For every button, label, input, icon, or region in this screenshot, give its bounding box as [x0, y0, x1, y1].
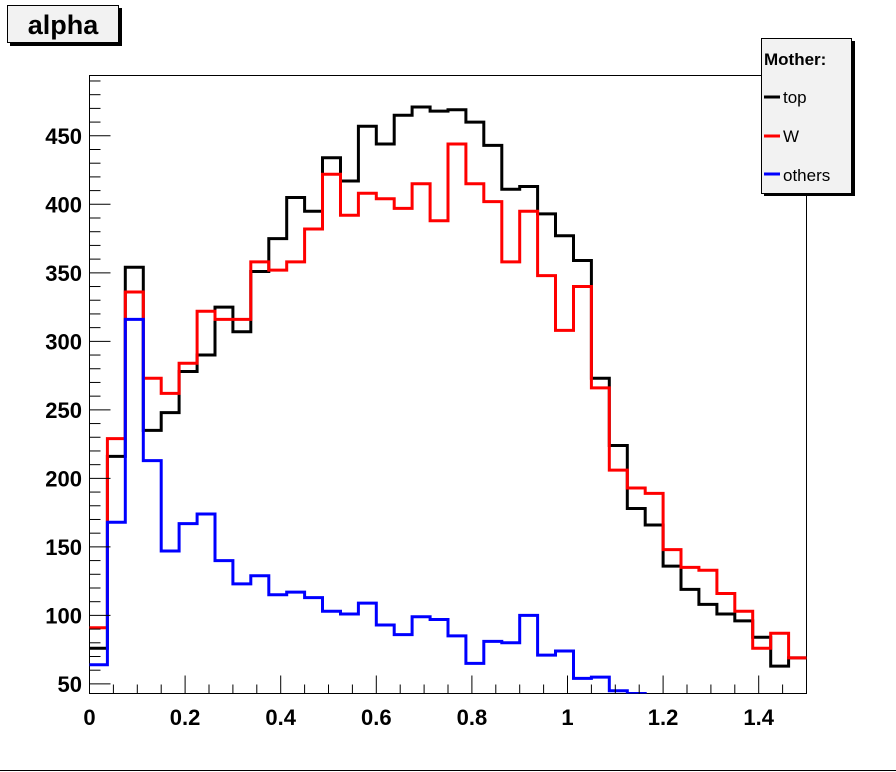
y-tick-label: 300 — [45, 329, 82, 354]
y-tick-label: 400 — [45, 192, 82, 217]
title-background — [7, 5, 119, 43]
y-tick-label: 250 — [45, 398, 82, 423]
series-others-line — [89, 317, 647, 694]
legend-label-w: W — [783, 127, 799, 146]
y-tick-label: 450 — [45, 124, 82, 149]
y-tick-label: 100 — [45, 603, 82, 628]
x-tick-label: 0 — [83, 705, 95, 730]
legend-label-others: others — [783, 166, 830, 185]
legend: Mother: top W others — [761, 38, 855, 196]
y-tick-label: 50 — [58, 672, 82, 697]
legend-title: Mother: — [764, 50, 826, 69]
x-tick-label: 0.6 — [361, 705, 392, 730]
x-tick-label: 0.2 — [170, 705, 201, 730]
y-tick-label: 350 — [45, 261, 82, 286]
chart-title: alpha — [28, 10, 100, 40]
x-tick-label: 1 — [561, 705, 573, 730]
x-tick-label: 1.2 — [648, 705, 679, 730]
y-tick-label: 200 — [45, 466, 82, 491]
y-tick-label: 150 — [45, 535, 82, 560]
legend-background — [761, 38, 852, 194]
axes-layer: 0 0.2 0.4 0.6 0.8 1 1.2 1.4 50 100 150 200 250 300 350… — [45, 80, 807, 730]
legend-label-top: top — [783, 88, 807, 107]
x-tick-label: 0.4 — [265, 705, 296, 730]
series-layer — [89, 105, 807, 694]
x-tick-label: 1.4 — [743, 705, 774, 730]
x-tick-label: 0.8 — [457, 705, 488, 730]
title-box: alpha — [7, 5, 122, 46]
series-top-line — [89, 105, 807, 668]
series-w-line — [89, 142, 807, 660]
